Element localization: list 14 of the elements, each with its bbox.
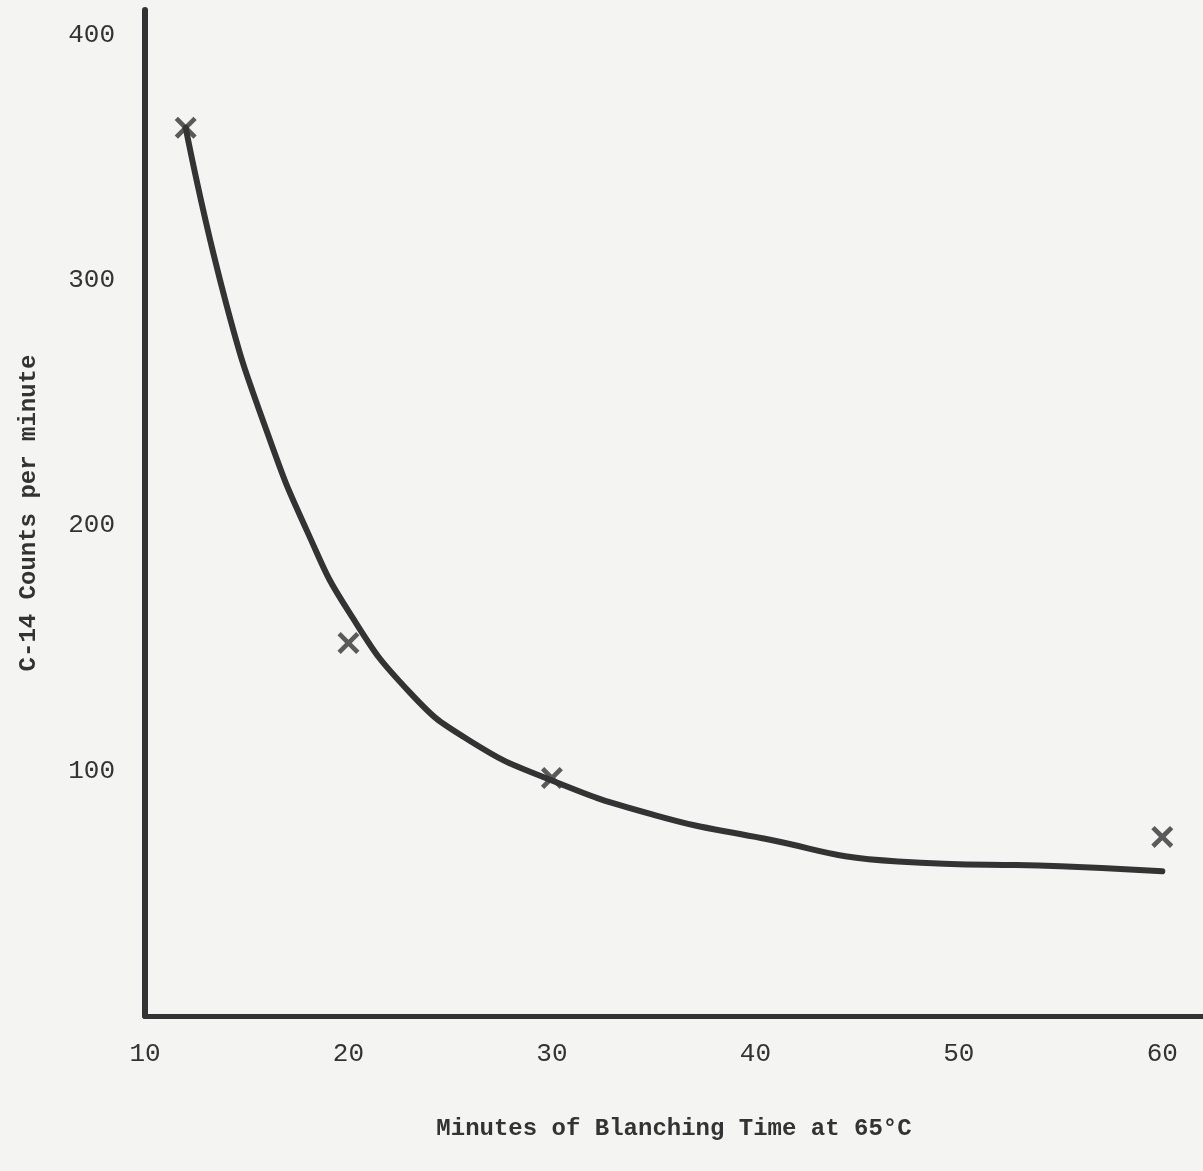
y-tick-label: 100: [68, 755, 115, 786]
y-tick-label: 400: [68, 19, 115, 50]
y-tick-label: 300: [68, 264, 115, 295]
x-tick-label: 60: [1146, 1039, 1178, 1069]
y-axis-title: C-14 Counts per minute: [14, 354, 42, 672]
x-tick-label: 30: [536, 1039, 568, 1069]
point: [337, 632, 360, 655]
y-tick-label: 200: [68, 510, 115, 541]
x-axis-title: Minutes of Blanching Time at 65°C: [436, 1114, 912, 1142]
x-tick-label: 50: [943, 1039, 975, 1069]
x-tick-label: 10: [129, 1039, 161, 1069]
x-tick-label: 40: [739, 1039, 771, 1069]
x-tick-label: 20: [332, 1039, 365, 1069]
point: [1151, 825, 1174, 848]
